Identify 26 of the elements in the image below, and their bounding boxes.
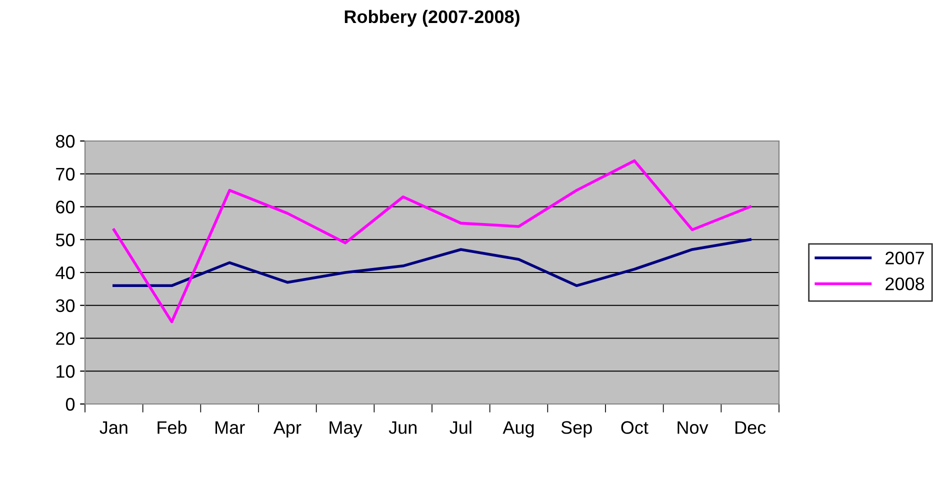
line-series bbox=[112, 238, 752, 288]
x-tick-label: Aug bbox=[502, 421, 534, 438]
x-tick-label: Jan bbox=[100, 421, 128, 434]
x-tick-label: Dec bbox=[736, 421, 766, 434]
x-tick-label: Jun bbox=[388, 421, 416, 434]
y-tick-label: 60 bbox=[56, 200, 75, 214]
legend-label: 2007 bbox=[886, 252, 924, 264]
x-tick-label: Jul bbox=[450, 420, 472, 434]
y-tick-label: 70 bbox=[56, 168, 75, 181]
x-tick-label: Nov bbox=[678, 421, 708, 434]
x-tick-label: Feb bbox=[158, 420, 187, 434]
x-tick-label: Oct bbox=[621, 421, 648, 434]
legend-label: 2008 bbox=[886, 277, 924, 290]
x-tick-label: Sep bbox=[561, 421, 592, 438]
y-tick-label: 20 bbox=[56, 332, 75, 345]
x-tick-label: May bbox=[330, 421, 362, 438]
line-series bbox=[112, 159, 752, 324]
y-tick-label: 80 bbox=[56, 134, 75, 148]
y-tick-label: 30 bbox=[56, 299, 75, 312]
y-tick-label: 0 bbox=[66, 398, 75, 411]
x-tick-label: Mar bbox=[216, 421, 245, 434]
chart-title: Robbery (2007-2008) bbox=[344, 10, 520, 27]
y-tick-label: 50 bbox=[56, 234, 75, 246]
x-tick-label: Apr bbox=[273, 421, 302, 438]
y-tick-label: 40 bbox=[56, 266, 75, 280]
y-tick-label: 10 bbox=[56, 365, 75, 378]
